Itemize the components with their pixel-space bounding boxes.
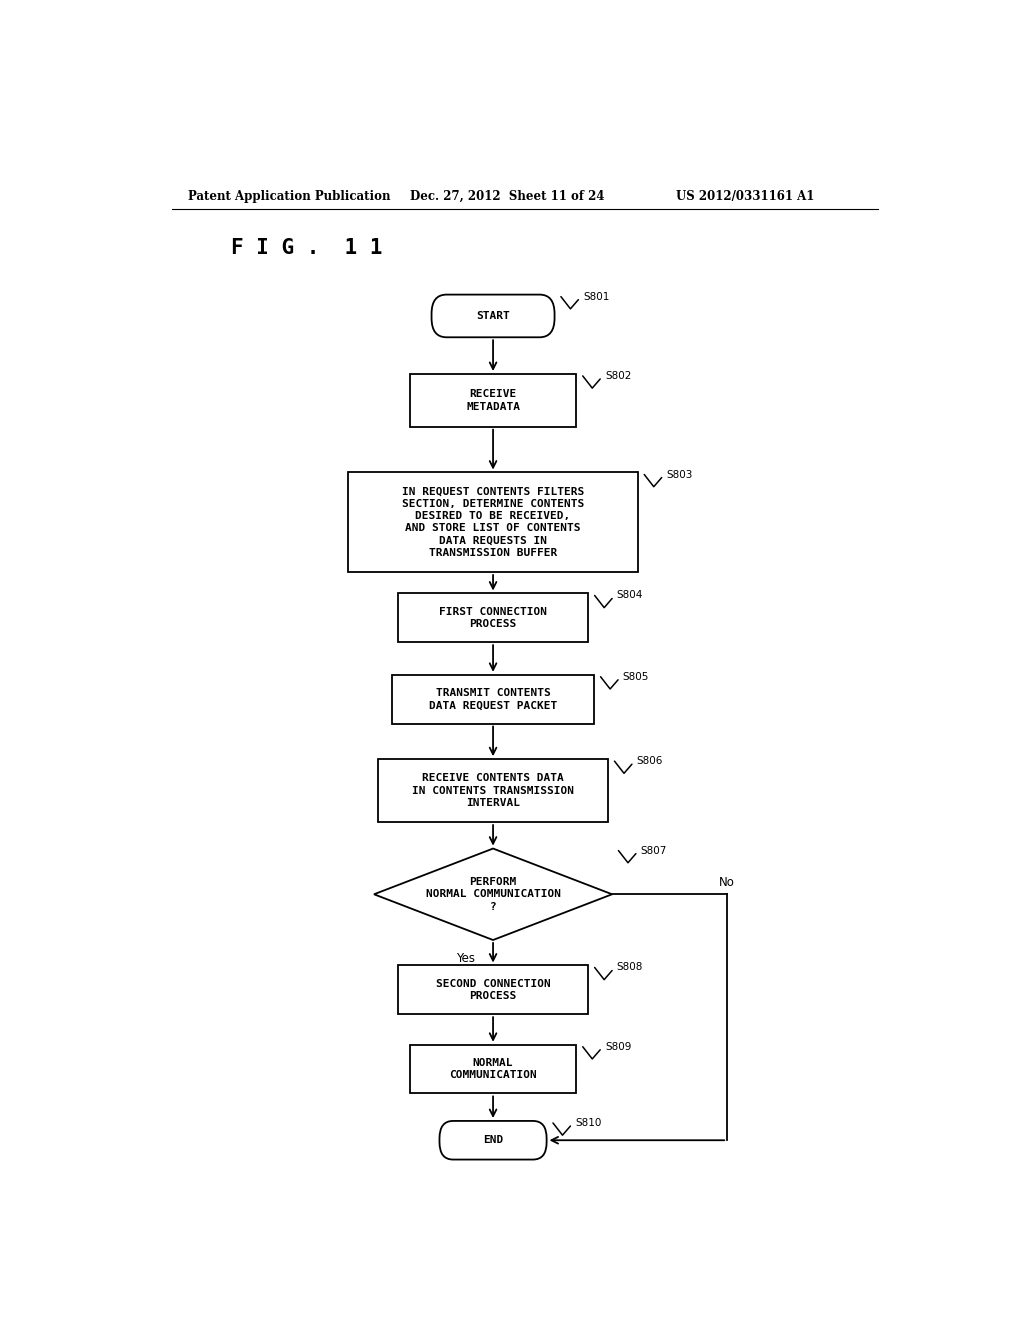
Text: Patent Application Publication: Patent Application Publication — [187, 190, 390, 202]
Text: FIRST CONNECTION
PROCESS: FIRST CONNECTION PROCESS — [439, 607, 547, 630]
Text: Yes: Yes — [456, 952, 475, 965]
Text: S809: S809 — [605, 1041, 632, 1052]
Text: S803: S803 — [667, 470, 693, 479]
Text: TRANSMIT CONTENTS
DATA REQUEST PACKET: TRANSMIT CONTENTS DATA REQUEST PACKET — [429, 688, 557, 710]
Text: START: START — [476, 312, 510, 321]
Text: US 2012/0331161 A1: US 2012/0331161 A1 — [676, 190, 814, 202]
Text: S806: S806 — [637, 756, 664, 766]
Bar — [392, 675, 594, 723]
FancyBboxPatch shape — [439, 1121, 547, 1159]
Polygon shape — [374, 849, 612, 940]
Text: PERFORM
NORMAL COMMUNICATION
?: PERFORM NORMAL COMMUNICATION ? — [426, 876, 560, 912]
Text: END: END — [483, 1135, 503, 1146]
Bar — [348, 473, 638, 572]
Text: RECEIVE CONTENTS DATA
IN CONTENTS TRANSMISSION
INTERVAL: RECEIVE CONTENTS DATA IN CONTENTS TRANSM… — [412, 774, 574, 808]
Text: NORMAL
COMMUNICATION: NORMAL COMMUNICATION — [450, 1057, 537, 1080]
Text: S804: S804 — [616, 590, 643, 601]
Text: S807: S807 — [641, 846, 667, 855]
Text: Dec. 27, 2012  Sheet 11 of 24: Dec. 27, 2012 Sheet 11 of 24 — [410, 190, 604, 202]
Text: IN REQUEST CONTENTS FILTERS
SECTION, DETERMINE CONTENTS
DESIRED TO BE RECEIVED,
: IN REQUEST CONTENTS FILTERS SECTION, DET… — [402, 486, 584, 558]
Bar — [410, 374, 577, 426]
FancyBboxPatch shape — [431, 294, 555, 338]
Text: S802: S802 — [605, 371, 632, 381]
Text: S808: S808 — [616, 962, 643, 973]
Bar — [397, 965, 588, 1014]
Bar — [410, 1044, 577, 1093]
Text: RECEIVE
METADATA: RECEIVE METADATA — [466, 389, 520, 412]
Text: S805: S805 — [623, 672, 649, 681]
Bar — [397, 594, 588, 643]
Text: S801: S801 — [583, 292, 609, 302]
Text: No: No — [719, 875, 735, 888]
Text: S810: S810 — [575, 1118, 601, 1129]
Text: F I G .  1 1: F I G . 1 1 — [231, 238, 383, 257]
Bar — [378, 759, 608, 822]
Text: SECOND CONNECTION
PROCESS: SECOND CONNECTION PROCESS — [435, 978, 551, 1001]
